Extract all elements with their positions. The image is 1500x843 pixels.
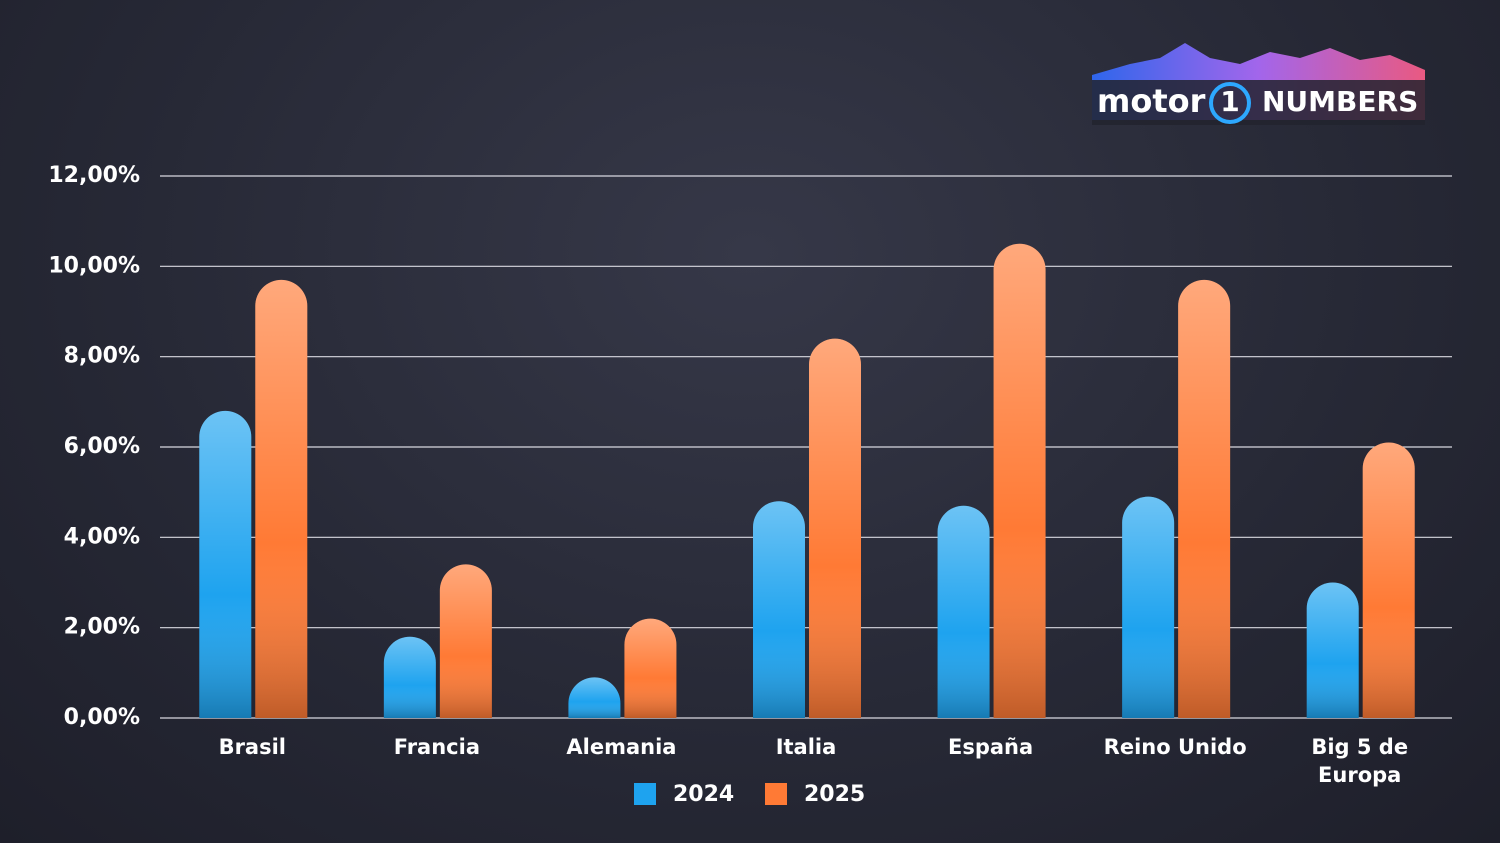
- y-tick-label: 4,00%: [64, 524, 140, 549]
- bar-shine: [439, 564, 492, 718]
- bar-shine: [937, 505, 990, 718]
- y-tick-label: 6,00%: [64, 434, 140, 459]
- x-tick-label: Italia: [775, 735, 837, 759]
- y-tick-label: 0,00%: [64, 705, 140, 730]
- bar-shine: [624, 618, 677, 718]
- logo-text: NUMBERS: [1262, 85, 1418, 118]
- bar-shine: [1122, 496, 1175, 718]
- y-tick-label: 10,00%: [48, 253, 140, 278]
- legend-label: 2024: [673, 782, 734, 807]
- logo-mark: 1: [1220, 85, 1239, 118]
- x-tick-label: España: [947, 735, 1034, 759]
- bar-shine: [809, 338, 861, 718]
- legend-swatch: [634, 783, 656, 805]
- y-tick-label: 2,00%: [64, 615, 140, 640]
- x-tick-label: Alemania: [566, 735, 677, 759]
- logo-text: motor: [1097, 82, 1206, 120]
- legend-label: 2025: [804, 782, 865, 807]
- x-tick-label: Francia: [393, 735, 480, 759]
- bar-shine: [1178, 279, 1231, 718]
- bar-shine: [1306, 582, 1359, 718]
- bar-shine: [568, 677, 621, 718]
- x-tick-label: Brasil: [218, 735, 286, 759]
- bar-shine: [383, 636, 436, 718]
- bar-shine: [993, 243, 1046, 718]
- legend-swatch: [765, 783, 787, 805]
- x-tick-label: Big 5 de Europa: [1311, 735, 1409, 787]
- bar-shine: [199, 410, 252, 718]
- bar-shine: [1362, 442, 1415, 718]
- bar-shine: [753, 501, 805, 718]
- x-tick-label: Reino Unido: [1103, 735, 1247, 759]
- y-tick-label: 12,00%: [48, 163, 140, 188]
- y-tick-label: 8,00%: [64, 344, 140, 369]
- logo: motor 1 NUMBERS: [1092, 43, 1425, 125]
- bar-shine: [255, 279, 308, 718]
